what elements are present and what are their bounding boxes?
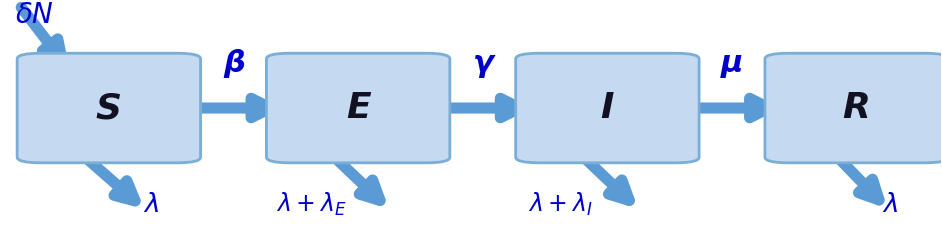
Text: μ: μ [722,49,744,78]
FancyBboxPatch shape [765,53,942,163]
Text: γ: γ [473,49,494,78]
FancyBboxPatch shape [17,53,201,163]
FancyBboxPatch shape [267,53,450,163]
Text: $\delta N$: $\delta N$ [15,1,54,29]
Text: $\lambda+\lambda_E$: $\lambda+\lambda_E$ [276,190,347,218]
Text: I: I [601,91,614,125]
Text: β: β [223,49,245,78]
FancyBboxPatch shape [515,53,699,163]
Text: E: E [346,91,370,125]
Text: $\lambda+\lambda_I$: $\lambda+\lambda_I$ [528,190,593,218]
Text: R: R [843,91,870,125]
Text: $\lambda$: $\lambda$ [882,192,898,218]
Text: S: S [96,91,122,125]
Text: $\lambda$: $\lambda$ [143,192,159,218]
